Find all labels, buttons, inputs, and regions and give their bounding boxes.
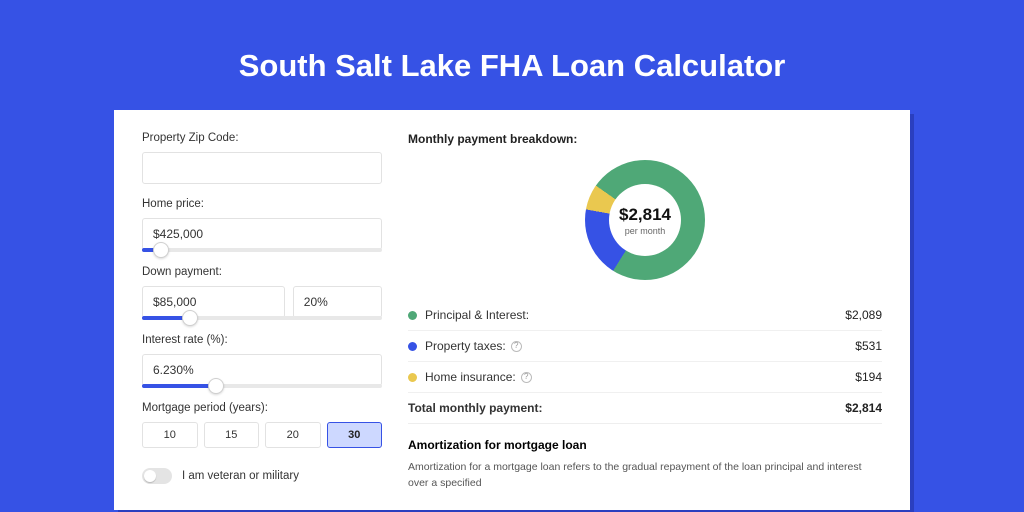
- veteran-toggle[interactable]: [142, 468, 172, 484]
- term-button-20[interactable]: 20: [265, 422, 321, 448]
- total-label: Total monthly payment:: [408, 401, 845, 415]
- interest-rate-slider[interactable]: [142, 384, 382, 388]
- legend-dot-icon: [408, 311, 417, 320]
- legend-row: Principal & Interest:$2,089: [408, 300, 882, 331]
- down-payment-slider[interactable]: [142, 316, 382, 320]
- donut-center: $2,814 per month: [609, 184, 681, 256]
- term-button-10[interactable]: 10: [142, 422, 198, 448]
- donut-sub: per month: [625, 226, 666, 236]
- legend-dot-icon: [408, 373, 417, 382]
- down-payment-amount-input[interactable]: [142, 286, 285, 318]
- mortgage-period-field: Mortgage period (years): 10152030: [142, 402, 382, 448]
- home-price-field: Home price:: [142, 198, 382, 252]
- page-title: South Salt Lake FHA Loan Calculator: [0, 0, 1024, 110]
- breakdown-title: Monthly payment breakdown:: [408, 132, 882, 146]
- amortization-title: Amortization for mortgage loan: [408, 423, 882, 452]
- zip-field: Property Zip Code:: [142, 132, 382, 184]
- legend-label: Home insurance:?: [425, 370, 855, 384]
- amortization-text: Amortization for a mortgage loan refers …: [408, 460, 882, 492]
- down-payment-label: Down payment:: [142, 266, 382, 278]
- donut-amount: $2,814: [619, 205, 671, 225]
- down-payment-field: Down payment:: [142, 266, 382, 320]
- toggle-knob-icon: [144, 470, 156, 482]
- zip-label: Property Zip Code:: [142, 132, 382, 144]
- down-payment-pct-input[interactable]: [293, 286, 382, 318]
- veteran-row: I am veteran or military: [142, 468, 382, 484]
- inputs-column: Property Zip Code: Home price: Down paym…: [142, 132, 382, 488]
- legend-value: $2,089: [845, 308, 882, 322]
- home-price-slider[interactable]: [142, 248, 382, 252]
- breakdown-column: Monthly payment breakdown: $2,814 per mo…: [408, 132, 882, 488]
- total-value: $2,814: [845, 401, 882, 415]
- mortgage-period-label: Mortgage period (years):: [142, 402, 382, 414]
- info-icon[interactable]: ?: [511, 341, 522, 352]
- interest-rate-input[interactable]: [142, 354, 382, 386]
- home-price-input[interactable]: [142, 218, 382, 250]
- term-button-15[interactable]: 15: [204, 422, 260, 448]
- legend-dot-icon: [408, 342, 417, 351]
- calculator-card: Property Zip Code: Home price: Down paym…: [114, 110, 910, 510]
- legend: Principal & Interest:$2,089Property taxe…: [408, 300, 882, 393]
- info-icon[interactable]: ?: [521, 372, 532, 383]
- home-price-label: Home price:: [142, 198, 382, 210]
- legend-value: $531: [855, 339, 882, 353]
- legend-row: Home insurance:?$194: [408, 362, 882, 393]
- term-button-30[interactable]: 30: [327, 422, 383, 448]
- veteran-label: I am veteran or military: [182, 470, 299, 482]
- zip-input[interactable]: [142, 152, 382, 184]
- legend-label: Principal & Interest:: [425, 308, 845, 322]
- total-row: Total monthly payment: $2,814: [408, 393, 882, 423]
- interest-rate-field: Interest rate (%):: [142, 334, 382, 388]
- legend-label: Property taxes:?: [425, 339, 855, 353]
- mortgage-period-options: 10152030: [142, 422, 382, 448]
- donut-chart: $2,814 per month: [408, 160, 882, 280]
- legend-value: $194: [855, 370, 882, 384]
- interest-rate-label: Interest rate (%):: [142, 334, 382, 346]
- legend-row: Property taxes:?$531: [408, 331, 882, 362]
